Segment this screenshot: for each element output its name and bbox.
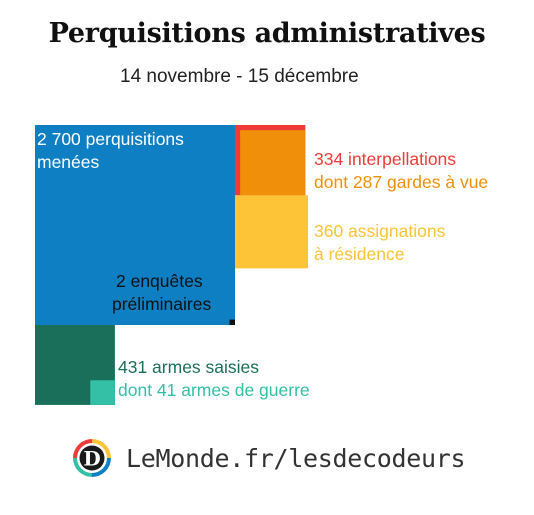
label-armes-guerre-text: dont 41 armes de guerre (118, 380, 310, 400)
square-armes-guerre (90, 380, 115, 405)
logo-letter: D (83, 447, 100, 471)
chart-title: Perquisitions administratives (48, 18, 486, 49)
decodeurs-logo-icon: D (73, 439, 111, 477)
label-gardes-text: dont 287 gardes à vue (314, 172, 489, 192)
footer: D LeMonde.fr/lesdecodeurs (70, 436, 466, 480)
label-enquetes: 2 enquêtes préliminaires (112, 271, 212, 314)
label-armes-text: 431 armes saisies (118, 357, 260, 377)
square-gardes (240, 130, 306, 196)
label-assignations: 360 assignations à résidence (314, 221, 446, 264)
chart-subtitle: 14 novembre - 15 décembre (120, 66, 359, 87)
square-enquetes (229, 319, 235, 325)
label-interpellations: 334 interpellations dont 287 gardes à vu… (314, 148, 488, 194)
label-armes: 431 armes saisies dont 41 armes de guerr… (118, 356, 310, 402)
label-perquisitions: 2 700 perquisitions menées (37, 129, 184, 172)
label-interpellations-text: 334 interpellations (314, 149, 457, 169)
square-perquisitions (35, 125, 235, 325)
square-assignations (235, 195, 309, 269)
footer-link-text: LeMonde.fr/lesdecodeurs (126, 443, 466, 473)
